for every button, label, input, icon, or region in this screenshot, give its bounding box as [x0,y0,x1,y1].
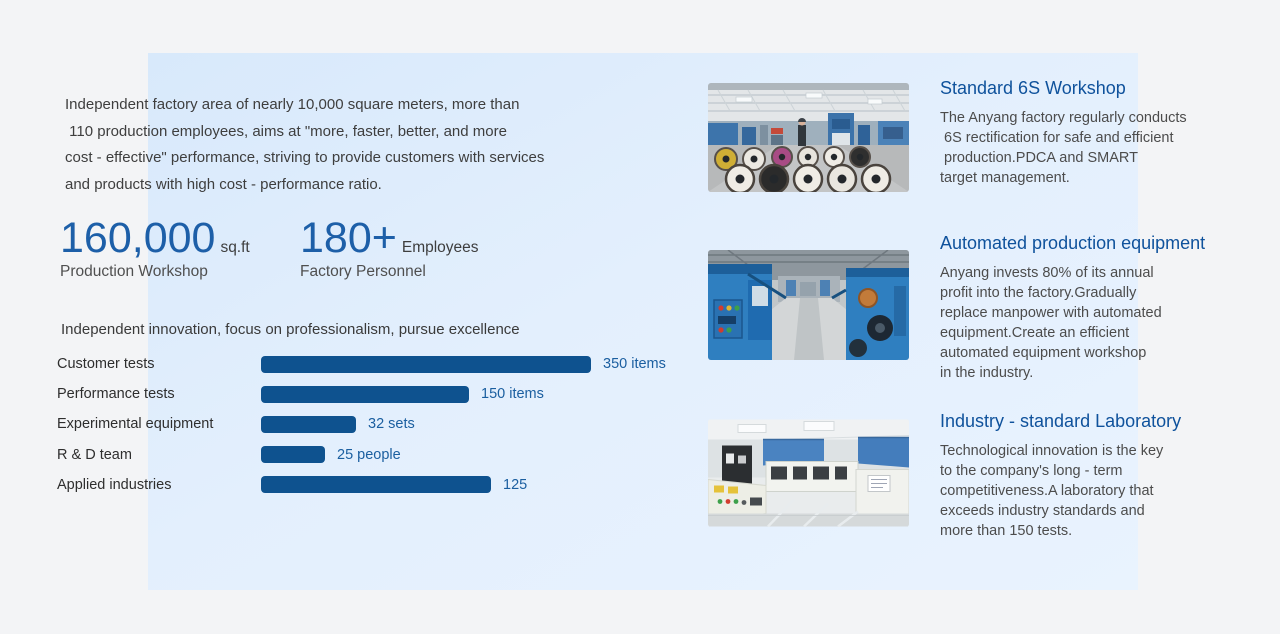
chart-title: Independent innovation, focus on profess… [61,321,520,338]
automated-production-equipment-photo [708,250,909,360]
stat-production-workshop: 160,000 sq.ft Production Workshop [60,217,300,281]
chart-row: R & D team 25 people [57,440,666,470]
chart-row: Customer tests 350 items [57,349,666,379]
chart-category-label: Experimental equipment [57,416,214,433]
chart-value-label: 32 sets [368,416,415,433]
chart-row: Applied industries 125 [57,470,666,500]
chart-bar [261,476,491,494]
feature-title: Industry - standard Laboratory [940,411,1182,431]
chart-value-label: 25 people [337,446,401,463]
stat-value-row: 160,000 sq.ft [60,217,300,260]
feature-text: Technological innovation is the key to t… [940,443,1164,539]
feature-standard-6s-workshop: Standard 6S Workshop The Anyang factory … [940,78,1272,188]
feature-title: Standard 6S Workshop [940,78,1126,98]
background-panel [148,53,1138,590]
chart-bar [261,446,325,464]
chart-value-label: 125 [503,476,528,493]
stat-factory-personnel: 180+ Employees Factory Personnel [300,217,540,281]
chart-value-label: 350 items [603,356,666,373]
laboratory-illustration [708,419,909,527]
stat-unit: Employees [401,239,479,256]
stat-value: 180+ [300,214,397,262]
stat-unit: sq.ft [220,239,250,256]
feature-text: Anyang invests 80% of its annual profit … [940,265,1162,381]
chart-value-label: 150 items [481,386,544,403]
chart-row: Experimental equipment 32 sets [57,409,666,439]
chart-bar [261,415,356,433]
chart-bar [261,355,591,373]
chart-category-label: R & D team [57,446,132,463]
capability-bar-chart: Independent innovation, focus on profess… [57,321,666,500]
stat-label: Production Workshop [60,263,208,280]
stats-row: 160,000 sq.ft Production Workshop 180+ E… [60,217,540,281]
feature-title: Automated production equipment [940,233,1206,253]
intro-paragraph: Independent factory area of nearly 10,00… [65,96,545,193]
chart-category-label: Customer tests [57,356,155,373]
feature-automated-production-equipment: Automated production equipment Anyang in… [940,233,1272,383]
chart-category-label: Applied industries [57,476,172,493]
stat-value: 160,000 [60,214,216,262]
factory-6s-workshop-photo [708,83,909,192]
chart-category-label: Performance tests [57,386,175,403]
feature-industry-standard-laboratory: Industry - standard Laboratory Technolog… [940,411,1272,541]
chart-bar [261,385,469,403]
factory-6s-workshop-illustration [708,83,909,192]
stat-value-row: 180+ Employees [300,217,540,260]
stat-label: Factory Personnel [300,263,426,280]
automated-production-equipment-illustration [708,250,909,360]
feature-text: The Anyang factory regularly conducts 6S… [940,110,1187,186]
laboratory-photo [708,419,909,527]
chart-row: Performance tests 150 items [57,379,666,409]
